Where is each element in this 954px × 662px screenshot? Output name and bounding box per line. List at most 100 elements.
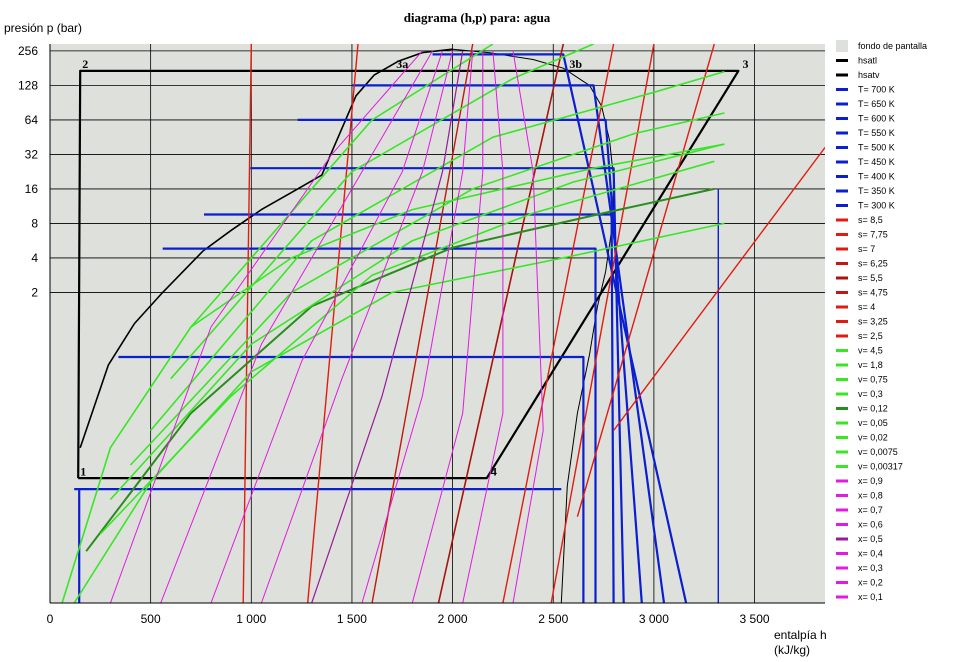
series-T-iso [351, 84, 666, 603]
x-tick-label: 0 [47, 612, 54, 626]
legend-label: s= 4,75 [858, 288, 888, 298]
series-v-iso [85, 187, 715, 552]
state-point-label: 1 [80, 464, 86, 478]
legend-label: x= 0,7 [858, 505, 883, 515]
series-x-iso [311, 50, 464, 603]
legend-label: s= 7 [858, 244, 875, 254]
legend-label: v= 0,02 [858, 433, 888, 443]
series-T-iso [250, 167, 625, 603]
series-x-iso [361, 50, 474, 603]
state-point-label: 2 [82, 57, 88, 71]
legend-label: s= 8,5 [858, 215, 883, 225]
legend-label: x= 0,1 [858, 592, 883, 602]
series-x-iso [260, 50, 454, 603]
x-axis-label: entalpía h [774, 628, 827, 642]
legend-label: hsatv [858, 70, 880, 80]
legend-label: v= 4,5 [858, 346, 883, 356]
legend-label: v= 0,00317 [858, 462, 903, 472]
y-tick-label: 128 [18, 78, 38, 92]
series-T-iso [297, 118, 643, 603]
legend-label: T= 500 K [858, 143, 895, 153]
series-v-iso [99, 160, 715, 535]
chart-title: diagrama (h,p) para: agua [404, 10, 551, 25]
x-tick-label: 1 500 [337, 612, 367, 626]
series-s-iso [550, 44, 655, 603]
series-v-iso [190, 44, 494, 328]
legend-label: T= 350 K [858, 186, 895, 196]
x-tick-label: 2 500 [538, 612, 568, 626]
series-v-iso [61, 143, 725, 603]
series-s-iso [502, 44, 615, 603]
y-tick-label: 16 [25, 182, 39, 196]
series-v-iso [129, 112, 725, 466]
legend-label: T= 550 K [858, 128, 895, 138]
legend-label: x= 0,5 [858, 534, 883, 544]
legend-label: T= 450 K [858, 157, 895, 167]
y-tick-label: 256 [18, 44, 38, 58]
legend-label: s= 2,5 [858, 331, 883, 341]
legend-label: T= 300 K [858, 201, 895, 211]
legend-label: s= 7,75 [858, 230, 888, 240]
legend-label: x= 0,6 [858, 520, 883, 530]
legend-label: T= 600 K [858, 114, 895, 124]
legend-label: v= 0,0075 [858, 447, 898, 457]
series-s-iso [437, 44, 565, 603]
y-axis-label: presión p (bar) [4, 21, 82, 35]
x-axis-unit: (kJ/kg) [774, 643, 810, 657]
series-s-iso [576, 44, 715, 517]
y-tick-label: 8 [31, 216, 38, 230]
legend-swatch [836, 40, 848, 52]
legend-label: x= 0,2 [858, 578, 883, 588]
series-group [61, 44, 825, 603]
x-tick-label: 1 000 [236, 612, 266, 626]
legend-label: T= 700 K [858, 85, 895, 95]
legend-label: x= 0,4 [858, 549, 883, 559]
series-v-iso [109, 143, 725, 501]
legend-label: v= 0,75 [858, 375, 888, 385]
series-x-iso [462, 50, 504, 603]
legend-label: s= 6,25 [858, 259, 888, 269]
series-cycle [77, 69, 740, 480]
series-x-iso [160, 50, 433, 603]
plot-area: 0 500 1 000 1 500 2 000 2 500 3 000 3 500256128… [18, 44, 825, 626]
series-v-iso [170, 44, 594, 380]
series-T-iso [118, 355, 585, 603]
plot-background [50, 44, 825, 603]
legend-label: v= 1,8 [858, 360, 883, 370]
legend-label: s= 5,5 [858, 273, 883, 283]
series-x-iso [210, 50, 443, 603]
x-tick-label: 3 000 [639, 612, 669, 626]
y-tick-label: 4 [31, 251, 38, 265]
legend-label: x= 0,9 [858, 476, 883, 486]
legend-label: s= 4 [858, 302, 875, 312]
series-x-iso [512, 50, 544, 603]
legend-label: T= 400 K [858, 172, 895, 182]
y-tick-label: 2 [31, 285, 38, 299]
legend-label: fondo de pantalla [858, 41, 927, 51]
series-s-iso [613, 147, 825, 431]
legend: fondo de pantalla hsatl hsatv T= 700 K T= 65… [836, 40, 927, 602]
state-point-label: 3a [396, 57, 408, 71]
series-s-iso [242, 44, 252, 603]
state-point-label: 3b [569, 57, 582, 71]
legend-label: hsatl [858, 56, 877, 66]
series-v-iso [73, 222, 725, 603]
y-tick-label: 32 [25, 147, 39, 161]
x-tick-label: 500 [141, 612, 161, 626]
legend-label: v= 0,05 [858, 418, 888, 428]
series-T-iso [162, 247, 597, 603]
state-point-label: 3 [742, 57, 748, 71]
legend-label: T= 650 K [858, 99, 895, 109]
x-tick-label: 3 500 [740, 612, 770, 626]
series-x-iso [411, 50, 484, 603]
legend-label: x= 0,8 [858, 491, 883, 501]
series-x-iso [109, 50, 423, 603]
series-s-iso [307, 44, 359, 603]
state-point-label: 4 [491, 464, 497, 478]
x-tick-label: 2 000 [438, 612, 468, 626]
legend-label: v= 0,12 [858, 404, 888, 414]
legend-label: v= 0,3 [858, 389, 883, 399]
legend-label: x= 0,3 [858, 563, 883, 573]
y-tick-label: 64 [25, 113, 39, 127]
